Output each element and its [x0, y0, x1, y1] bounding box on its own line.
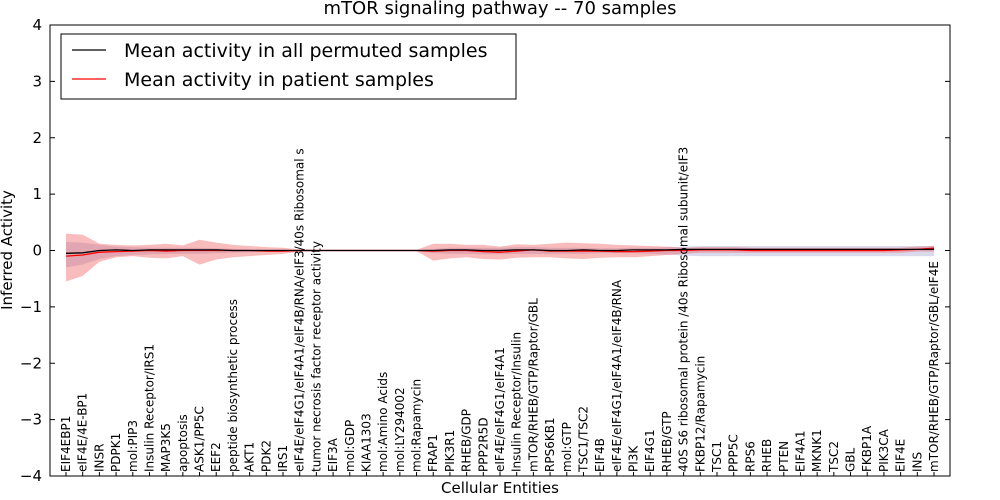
x-category-label: peptide biosynthetic process: [226, 299, 240, 472]
legend: Mean activity in all permuted samples Me…: [60, 33, 517, 100]
x-category-label: TSC1/TSC2: [577, 406, 591, 473]
x-category-label: AKT1: [243, 442, 257, 472]
x-category-label: mTOR/RHEB/GTP/Raptor/GBL: [526, 298, 540, 472]
x-category-label: RHEB: [760, 439, 774, 472]
x-category-label: FRAP1: [426, 434, 440, 472]
x-category-label: RPS6: [743, 441, 757, 472]
y-tick-label: −3: [20, 411, 42, 429]
x-category-label: KIAA1303: [360, 413, 374, 472]
y-tick-label: 3: [32, 72, 42, 90]
x-category-label: ASK1/PP5C: [193, 406, 207, 472]
x-category-label: EIF3A: [326, 437, 340, 472]
x-category-label: apoptosis: [176, 414, 190, 472]
x-category-label: EIF4EBP1: [59, 416, 73, 472]
legend-box: [60, 33, 517, 100]
confidence-bands: [66, 233, 934, 282]
legend-label-patient: Mean activity in patient samples: [124, 69, 434, 91]
x-category-label: mol:LY294002: [393, 387, 407, 472]
x-category-label: PDPK1: [109, 433, 123, 472]
x-category-label: mol:Rapamycin: [410, 379, 424, 472]
series-lines: [65, 247, 935, 257]
x-category-label: eIF4E/eIF4G1/eIF4A1/eIF4B/RNA: [610, 279, 624, 472]
y-tick-label: −2: [20, 354, 42, 372]
permuted-samples-band: [66, 242, 934, 268]
x-category-label: PPP5C: [727, 434, 741, 472]
x-category-label: PIK3CA: [877, 428, 891, 472]
x-category-label: MKNK1: [810, 429, 824, 472]
x-category-label: PPP2R5D: [476, 417, 490, 472]
x-category-label: EIF4E: [894, 439, 908, 472]
x-category-label: 40S S6 ribosomal protein /40s Ribosomal …: [677, 147, 691, 472]
x-category-label: RPS6KB1: [543, 417, 557, 472]
x-category-label: MAP3K5: [159, 423, 173, 472]
x-axis-category-labels: EIF4EBP1 eIF4E/4E-BP1 INSR PDPK1 mol:PIP3 Ins…: [59, 147, 941, 476]
legend-label-permuted: Mean activity in all permuted samples: [124, 40, 487, 62]
x-category-label: EIF4A1: [794, 430, 808, 472]
x-category-label: eIF4E/eIF4G1/eIF4A1/eIF4B/RNA/eIF3/40s R…: [293, 148, 307, 472]
x-axis-title: Cellular Entities: [441, 479, 559, 497]
x-category-label: tumor necrosis factor receptor activity: [309, 241, 323, 472]
x-category-label: EIF4G1: [643, 429, 657, 472]
y-tick-label: 0: [32, 242, 42, 260]
x-category-label: mol:PIP3: [126, 420, 140, 472]
y-tick-label: 4: [32, 16, 42, 34]
x-category-label: EIF4B: [593, 438, 607, 472]
y-axis-ticks: −4 −3 −2 −1 0 1 2 3 4: [20, 16, 950, 485]
x-category-label: EEF2: [209, 442, 223, 472]
x-category-label: INS: [910, 452, 924, 472]
x-category-label: RHEB/GTP: [660, 411, 674, 472]
x-category-label: PI3K: [627, 445, 641, 472]
x-category-label: Insulin Receptor/Insulin: [510, 332, 524, 472]
y-axis-title: Inferred Activity: [0, 190, 16, 310]
x-category-label: eIF4E/eIF4G1/eIF4A1: [493, 347, 507, 472]
x-category-label: PIK3R1: [443, 430, 457, 472]
x-category-label: FKBP12/Rapamycin: [693, 356, 707, 472]
plot-frame: [49, 24, 951, 477]
x-category-label: eIF4E/4E-BP1: [76, 393, 90, 472]
x-category-label: RHEB/GDP: [460, 409, 474, 472]
x-category-label: mol:GTP: [560, 422, 574, 472]
x-category-label: PTEN: [777, 441, 791, 472]
x-category-label: PDK2: [259, 440, 273, 472]
x-category-label: FKBP1A: [860, 425, 874, 472]
x-category-label: mol:Amino Acids: [376, 372, 390, 472]
y-tick-label: 2: [32, 129, 42, 147]
x-category-label: GBL: [844, 447, 858, 472]
y-tick-label: −1: [20, 298, 42, 316]
x-category-label: mTOR/RHEB/GTP/Raptor/GBL/eIF4E: [927, 261, 941, 472]
chart-title: mTOR signaling pathway -- 70 samples: [324, 0, 677, 19]
x-category-label: Insulin Receptor/IRS1: [143, 344, 157, 472]
patient-samples-band: [66, 233, 934, 282]
x-category-label: TSC1: [710, 441, 724, 473]
permuted-mean-line: [65, 248, 934, 254]
y-tick-label: 1: [32, 185, 42, 203]
x-category-label: IRS1: [276, 445, 290, 472]
x-category-label: mol:GDP: [343, 420, 357, 472]
x-category-label: TSC2: [827, 441, 841, 473]
y-tick-label: −4: [20, 467, 42, 485]
x-category-label: INSR: [92, 444, 106, 472]
